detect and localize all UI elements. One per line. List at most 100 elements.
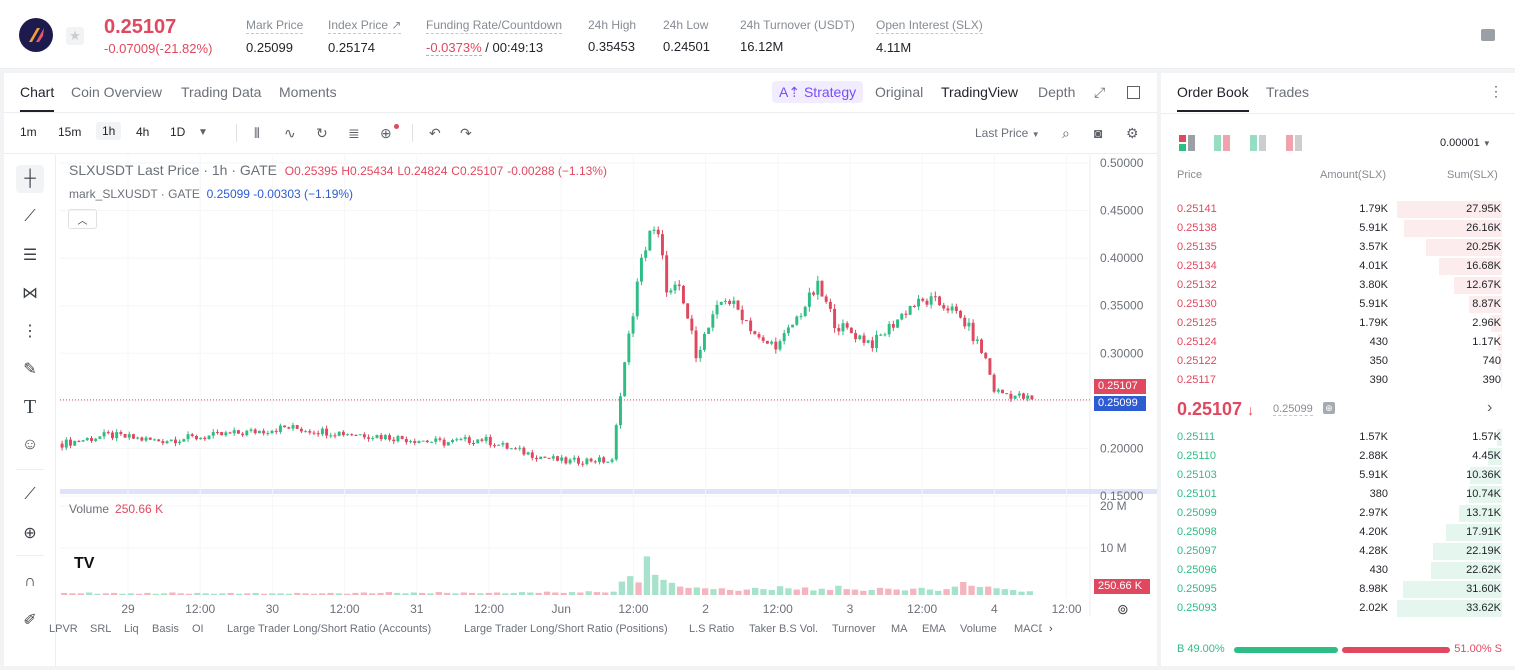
indicator-srl[interactable]: SRL bbox=[90, 623, 112, 635]
indicator-lpvr[interactable]: LPVR bbox=[49, 623, 78, 635]
settings-icon[interactable]: ⊚ bbox=[1117, 601, 1129, 617]
price-type-select[interactable]: Last Price ▼ bbox=[975, 126, 1040, 140]
timeframe-1m[interactable]: 1m bbox=[20, 125, 37, 139]
tab-trades[interactable]: Trades bbox=[1266, 84, 1310, 100]
magnet-icon[interactable]: ∩ bbox=[24, 573, 36, 590]
tab-order-book[interactable]: Order Book bbox=[1177, 84, 1249, 112]
chevron-right-icon[interactable]: › bbox=[1487, 399, 1493, 416]
crosshair-icon[interactable]: ┼ bbox=[16, 165, 44, 193]
fib-icon[interactable]: ⋮ bbox=[22, 323, 38, 340]
timeframe-4h[interactable]: 4h bbox=[136, 125, 150, 139]
notebook-icon[interactable] bbox=[1481, 29, 1495, 41]
indicator-turnover[interactable]: Turnover bbox=[832, 623, 876, 635]
indicator-oi[interactable]: OI bbox=[192, 623, 204, 635]
window-icon[interactable] bbox=[1127, 86, 1140, 99]
gear-icon[interactable]: ⚙ bbox=[1126, 125, 1139, 141]
strategy-button[interactable]: A⇡ Strategy bbox=[772, 81, 864, 103]
indicator-liq[interactable]: Liq bbox=[124, 623, 139, 635]
view-both-icon[interactable] bbox=[1179, 135, 1195, 151]
favorite-star-icon[interactable]: ★ bbox=[66, 27, 84, 45]
bid-row[interactable]: 0.25101 380 10.74K bbox=[1161, 485, 1515, 504]
stat-label[interactable]: Open Interest (SLX) bbox=[876, 18, 983, 34]
tab-tradingview[interactable]: TradingView bbox=[941, 84, 1019, 100]
indicators-icon[interactable]: ∿ bbox=[284, 125, 296, 141]
bid-row[interactable]: 0.25096 430 22.62K bbox=[1161, 561, 1515, 580]
precision-select[interactable]: 0.00001 ▼ bbox=[1440, 137, 1491, 149]
bid-row[interactable]: 0.25099 2.97K 13.71K bbox=[1161, 504, 1515, 523]
indicator-lt-ratio-accounts[interactable]: Large Trader Long/Short Ratio (Accounts) bbox=[227, 623, 432, 635]
brush-icon[interactable]: ✎ bbox=[23, 361, 37, 378]
divider bbox=[1161, 113, 1515, 114]
candle-body bbox=[673, 284, 677, 291]
expand-icon[interactable]: ⤢ bbox=[1094, 84, 1106, 100]
indicator-ma[interactable]: MA bbox=[891, 623, 908, 635]
search-icon[interactable]: ⌕ bbox=[1062, 125, 1070, 141]
ask-row[interactable]: 0.25141 1.79K 27.95K bbox=[1161, 200, 1515, 219]
chevron-down-icon[interactable]: ▼ bbox=[198, 127, 208, 138]
ask-row[interactable]: 0.25134 4.01K 16.68K bbox=[1161, 257, 1515, 276]
indicator-macd[interactable]: MACD bbox=[1014, 623, 1042, 635]
indicator-ema[interactable]: EMA bbox=[922, 623, 946, 635]
bid-row[interactable]: 0.25098 4.20K 17.91K bbox=[1161, 523, 1515, 542]
bid-row[interactable]: 0.25095 8.98K 31.60K bbox=[1161, 580, 1515, 599]
bid-row[interactable]: 0.25097 4.28K 22.19K bbox=[1161, 542, 1515, 561]
redo-icon[interactable]: ↷ bbox=[460, 125, 472, 141]
candle-body bbox=[94, 438, 98, 441]
undo-icon[interactable]: ↶ bbox=[429, 125, 441, 141]
ask-row[interactable]: 0.25138 5.91K 26.16K bbox=[1161, 219, 1515, 238]
pencil-icon[interactable]: ✐ bbox=[23, 612, 37, 629]
template-icon[interactable]: ≣ bbox=[348, 125, 360, 141]
tab-chart[interactable]: Chart bbox=[20, 84, 55, 112]
camera-icon[interactable]: ◙ bbox=[1094, 125, 1103, 141]
tab-coin-overview[interactable]: Coin Overview bbox=[71, 84, 163, 100]
view-asks-icon[interactable] bbox=[1286, 135, 1302, 151]
ask-row[interactable]: 0.25125 1.79K 2.96K bbox=[1161, 314, 1515, 333]
collapse-legend-button[interactable]: ︿ bbox=[68, 209, 97, 229]
tab-depth[interactable]: Depth bbox=[1038, 84, 1076, 100]
bid-row[interactable]: 0.25111 1.57K 1.57K bbox=[1161, 428, 1515, 447]
zoom-icon[interactable]: ⊕ bbox=[23, 525, 37, 542]
candle-body bbox=[660, 234, 664, 256]
chevron-right-icon[interactable]: › bbox=[1049, 623, 1053, 635]
bid-row[interactable]: 0.25103 5.91K 10.36K bbox=[1161, 466, 1515, 485]
tab-trading-data[interactable]: Trading Data bbox=[181, 84, 262, 100]
text-icon[interactable]: T bbox=[23, 395, 37, 418]
horizontal-lines-icon[interactable]: ☰ bbox=[22, 247, 38, 264]
stat-label[interactable]: Funding Rate/Countdown bbox=[426, 18, 563, 34]
tab-moments[interactable]: Moments bbox=[279, 84, 337, 100]
ask-row[interactable]: 0.25130 5.91K 8.87K bbox=[1161, 295, 1515, 314]
indicator-bar: LPVR SRL Liq Basis OI Large Trader Long/… bbox=[4, 619, 1157, 641]
view-split-icon[interactable] bbox=[1214, 135, 1230, 151]
ask-row[interactable]: 0.25122 350 740 bbox=[1161, 352, 1515, 371]
indicator-lt-ratio-positions[interactable]: Large Trader Long/Short Ratio (Positions… bbox=[464, 623, 668, 635]
indicator-ls-ratio[interactable]: L.S Ratio bbox=[689, 623, 735, 635]
mid-price[interactable]: 0.25107 ↓ bbox=[1177, 399, 1254, 420]
ask-row[interactable]: 0.25132 3.80K 12.67K bbox=[1161, 276, 1515, 295]
replay-icon[interactable]: ↻ bbox=[316, 125, 328, 141]
timeframe-15m[interactable]: 15m bbox=[58, 125, 82, 139]
view-bids-icon[interactable] bbox=[1250, 135, 1266, 151]
bid-row[interactable]: 0.25093 2.02K 33.62K bbox=[1161, 599, 1515, 618]
indicator-volume[interactable]: Volume bbox=[960, 623, 997, 635]
stat-label[interactable]: Mark Price bbox=[246, 18, 304, 34]
ask-row[interactable]: 0.25124 430 1.17K bbox=[1161, 333, 1515, 352]
timeframe-1h[interactable]: 1h bbox=[96, 122, 122, 140]
divider bbox=[16, 469, 44, 470]
stat-label[interactable]: Index Price ↗ bbox=[328, 18, 402, 34]
trendline-icon[interactable]: ⟋ bbox=[24, 208, 36, 225]
ruler-icon[interactable]: ⟋ bbox=[24, 486, 36, 503]
ask-row[interactable]: 0.25117 390 390 bbox=[1161, 371, 1515, 390]
bid-row[interactable]: 0.25110 2.88K 4.45K bbox=[1161, 447, 1515, 466]
indicator-taker-vol[interactable]: Taker B.S Vol. bbox=[749, 623, 819, 635]
price-chart[interactable]: 0.50000 0.45000 0.40000 0.35000 0.30000 0.250… bbox=[4, 73, 1157, 666]
emoji-icon[interactable]: ☺ bbox=[21, 436, 39, 453]
more-icon[interactable]: ⋮ bbox=[1489, 83, 1503, 99]
orderbook-amount: 430 bbox=[1369, 336, 1388, 348]
ask-row[interactable]: 0.25135 3.57K 20.25K bbox=[1161, 238, 1515, 257]
add-alert-icon[interactable]: ⊕ bbox=[380, 125, 392, 141]
tab-original[interactable]: Original bbox=[875, 84, 924, 100]
timeframe-1d[interactable]: 1D bbox=[170, 125, 186, 139]
indicator-basis[interactable]: Basis bbox=[152, 623, 179, 635]
pattern-icon[interactable]: ⋈ bbox=[22, 285, 38, 302]
candle-type-icon[interactable]: ⫴ bbox=[254, 125, 260, 141]
